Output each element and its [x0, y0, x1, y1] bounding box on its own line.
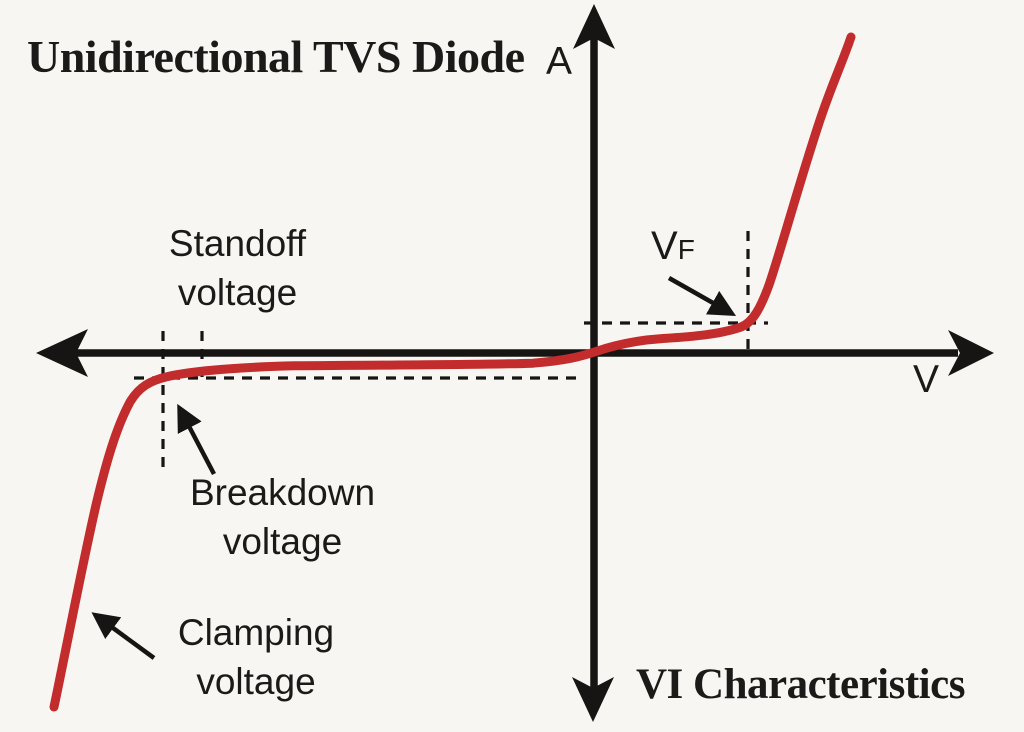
breakdown-voltage-label-line2: voltage — [222, 520, 343, 562]
x-axis-label: V — [913, 358, 940, 401]
clamping-pointer-arrow — [91, 612, 156, 660]
diagram-caption: VI Characteristics — [636, 661, 965, 708]
y-axis-bottom-arrowhead — [572, 677, 614, 722]
forward-voltage-label: VF — [651, 224, 695, 269]
standoff-voltage-label: Standoff voltage — [135, 220, 340, 318]
standoff-voltage-label-line1: Standoff — [168, 223, 307, 264]
forward-voltage-label-base: V — [651, 224, 678, 268]
y-axis-label: A — [546, 40, 573, 83]
forward-voltage-label-subscript: F — [677, 234, 695, 265]
y-axis-top-arrowhead — [573, 4, 615, 49]
iv-characteristic-curve — [49, 32, 856, 712]
x-axis-right-arrowhead — [948, 330, 994, 376]
breakdown-voltage-label: Breakdown voltage — [180, 469, 385, 567]
standoff-voltage-label-line2: voltage — [177, 271, 298, 313]
clamping-voltage-label-line1: Clamping — [177, 612, 335, 653]
forward-voltage-pointer-arrow — [667, 276, 737, 316]
clamping-voltage-label-line2: voltage — [196, 660, 316, 702]
breakdown-voltage-label-line1: Breakdown — [189, 472, 376, 513]
page-title: Unidirectional TVS Diode — [27, 31, 525, 82]
x-axis-left-arrowhead — [36, 329, 88, 377]
breakdown-pointer-arrow — [177, 403, 216, 476]
clamping-voltage-label: Clamping voltage — [150, 609, 362, 707]
